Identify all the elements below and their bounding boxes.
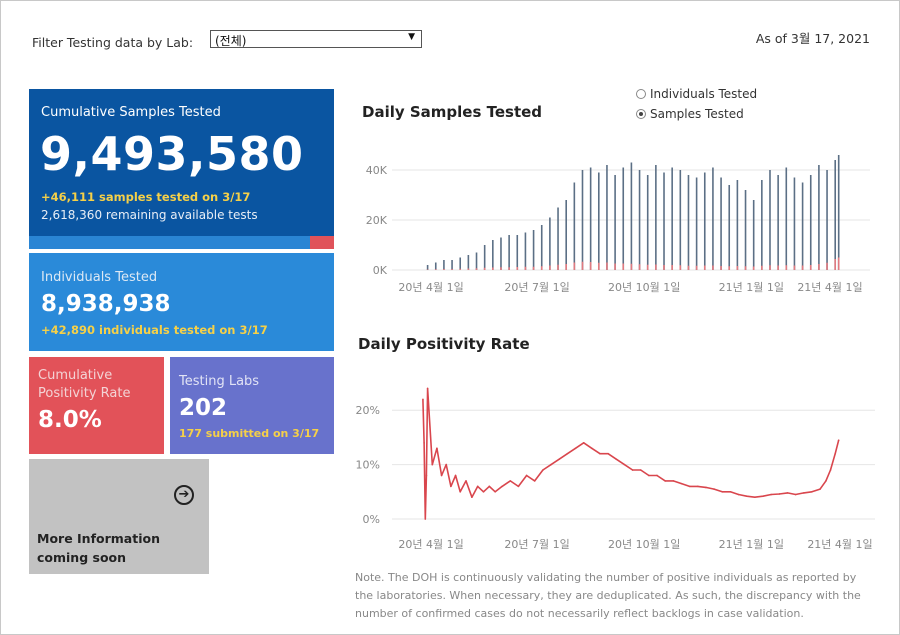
positivity-rate-value: 8.0% — [38, 407, 102, 433]
remaining-tests: 2,618,360 remaining available tests — [41, 208, 258, 222]
test-capacity-remaining-fill — [309, 236, 334, 249]
cumulative-samples-card: Cumulative Samples Tested 9,493,580 +46,… — [29, 89, 334, 249]
filter-label: Filter Testing data by Lab: — [32, 35, 194, 50]
daily-samples-title: Daily Samples Tested — [362, 103, 543, 121]
individuals-delta: +42,890 individuals tested on 3/17 — [41, 323, 268, 337]
individuals-tested-value: 8,938,938 — [41, 291, 171, 317]
dropdown-arrow-icon[interactable]: ▼ — [408, 32, 415, 42]
labs-submitted: 177 submitted on 3/17 — [179, 427, 320, 440]
arrow-right-circle-icon[interactable]: ➔ — [174, 485, 194, 505]
cumulative-samples-value: 9,493,580 — [40, 127, 304, 181]
radio-unselected-icon[interactable] — [636, 89, 646, 99]
individuals-tested-card: Individuals Tested 8,938,938 +42,890 ind… — [29, 253, 334, 351]
testing-labs-card: Testing Labs 202 177 submitted on 3/17 — [170, 357, 334, 454]
radio-samples-tested[interactable]: Samples Tested — [636, 107, 744, 121]
test-capacity-bar — [29, 236, 334, 249]
cumulative-samples-title: Cumulative Samples Tested — [41, 105, 221, 120]
as-of-date: As of 3월 17, 2021 — [755, 31, 870, 46]
lab-filter-value: (전체) — [215, 34, 247, 48]
lab-filter-select[interactable]: (전체) ▼ — [210, 30, 422, 48]
more-info-card[interactable]: ➔ More Information coming soon — [29, 459, 209, 574]
radio-selected-icon[interactable] — [636, 109, 646, 119]
individuals-tested-title: Individuals Tested — [41, 270, 158, 285]
validation-note: Note. The DOH is continuously validating… — [355, 571, 861, 620]
samples-delta: +46,111 samples tested on 3/17 — [41, 190, 251, 204]
radio-label: Samples Tested — [650, 107, 744, 121]
testing-labs-title: Testing Labs — [179, 374, 260, 389]
more-info-text: More Information coming soon — [37, 531, 160, 565]
daily-positivity-title: Daily Positivity Rate — [358, 335, 530, 353]
radio-label: Individuals Tested — [650, 87, 758, 101]
positivity-rate-title: Cumulative Positivity Rate — [38, 368, 131, 401]
testing-labs-value: 202 — [179, 395, 228, 421]
radio-individuals-tested[interactable]: Individuals Tested — [636, 87, 757, 101]
positivity-rate-card: Cumulative Positivity Rate 8.0% — [29, 357, 164, 454]
